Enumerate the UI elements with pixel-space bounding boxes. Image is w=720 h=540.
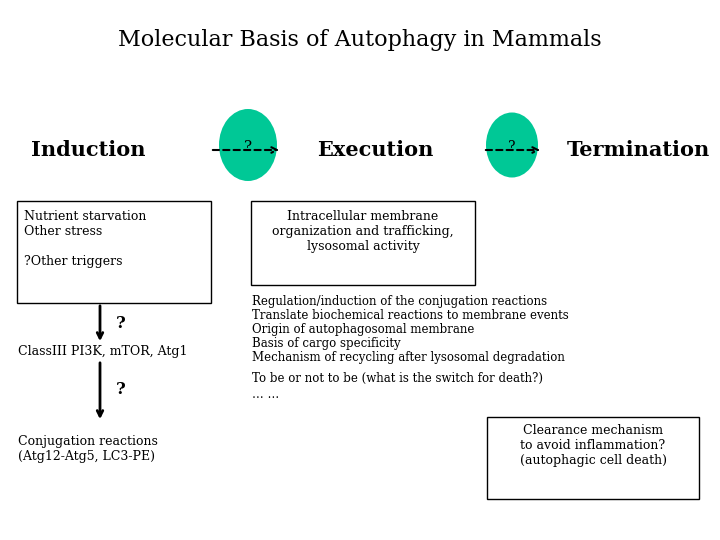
FancyBboxPatch shape	[487, 417, 699, 499]
Text: Induction: Induction	[31, 140, 145, 160]
Ellipse shape	[219, 109, 277, 181]
Text: Clearance mechanism: Clearance mechanism	[523, 424, 663, 437]
Ellipse shape	[486, 112, 538, 178]
Text: Execution: Execution	[317, 140, 433, 160]
Text: organization and trafficking,: organization and trafficking,	[272, 225, 454, 238]
Text: Origin of autophagosomal membrane: Origin of autophagosomal membrane	[252, 323, 474, 336]
Text: Regulation/induction of the conjugation reactions: Regulation/induction of the conjugation …	[252, 295, 547, 308]
Text: ?: ?	[116, 314, 126, 332]
Text: Translate biochemical reactions to membrane events: Translate biochemical reactions to membr…	[252, 309, 569, 322]
Text: (autophagic cell death): (autophagic cell death)	[520, 454, 667, 467]
FancyBboxPatch shape	[17, 201, 211, 303]
Text: Mechanism of recycling after lysosomal degradation: Mechanism of recycling after lysosomal d…	[252, 351, 565, 364]
Text: Intracellular membrane: Intracellular membrane	[287, 210, 438, 223]
Text: ?: ?	[508, 140, 516, 154]
Text: ClassIII PI3K, mTOR, Atg1: ClassIII PI3K, mTOR, Atg1	[18, 346, 187, 359]
Text: Molecular Basis of Autophagy in Mammals: Molecular Basis of Autophagy in Mammals	[118, 29, 602, 51]
Text: lysosomal activity: lysosomal activity	[307, 240, 420, 253]
Text: to avoid inflammation?: to avoid inflammation?	[521, 439, 665, 452]
Text: ?Other triggers: ?Other triggers	[24, 255, 122, 268]
Text: To be or not to be (what is the switch for death?): To be or not to be (what is the switch f…	[252, 372, 543, 385]
Text: Termination: Termination	[567, 140, 710, 160]
Text: ?: ?	[116, 381, 126, 399]
Text: … …: … …	[252, 388, 279, 401]
Text: Conjugation reactions: Conjugation reactions	[18, 435, 158, 448]
Text: Nutrient starvation: Nutrient starvation	[24, 210, 146, 223]
Text: ?: ?	[244, 140, 252, 154]
FancyBboxPatch shape	[251, 201, 475, 285]
Text: (Atg12-Atg5, LC3-PE): (Atg12-Atg5, LC3-PE)	[18, 450, 155, 463]
Text: Basis of cargo specificity: Basis of cargo specificity	[252, 337, 400, 350]
Text: Other stress: Other stress	[24, 225, 102, 238]
